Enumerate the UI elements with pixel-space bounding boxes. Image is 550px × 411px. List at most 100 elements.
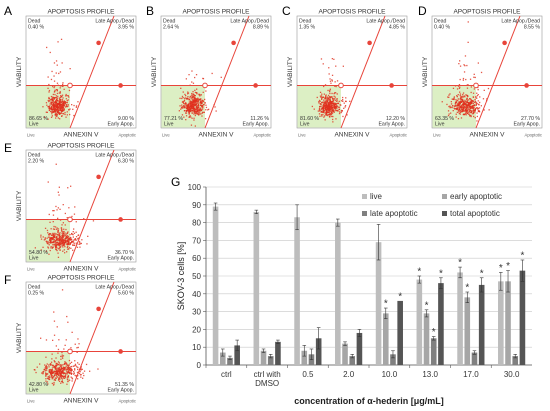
event-dot xyxy=(50,228,52,230)
event-dot xyxy=(189,107,191,109)
event-dot xyxy=(460,111,462,113)
event-dot xyxy=(191,109,193,111)
event-dot xyxy=(42,246,44,248)
event-dot xyxy=(59,87,61,89)
event-dot xyxy=(61,370,64,373)
event-dot xyxy=(329,108,331,110)
bar xyxy=(335,222,341,365)
event-dot xyxy=(55,163,57,165)
event-dot xyxy=(62,234,64,236)
event-dot xyxy=(194,110,196,112)
event-dot xyxy=(190,106,193,109)
event-dot xyxy=(54,107,56,109)
event-dot xyxy=(71,104,73,106)
event-dot xyxy=(68,239,70,241)
event-dot xyxy=(467,107,469,109)
panel-letter: C xyxy=(282,4,291,18)
event-dot xyxy=(337,106,339,108)
event-dot xyxy=(52,244,54,246)
event-dot xyxy=(63,348,65,350)
event-dot xyxy=(462,100,464,102)
event-dot xyxy=(466,100,468,103)
event-dot xyxy=(71,240,73,243)
quadrant-late-label: Late Apop./Dead xyxy=(230,19,269,25)
event-dot xyxy=(201,99,204,101)
event-dot xyxy=(62,246,64,248)
event-dot xyxy=(67,105,69,107)
event-dot xyxy=(333,98,335,100)
event-dot xyxy=(476,112,478,114)
event-dot xyxy=(70,247,72,249)
event-dot xyxy=(332,98,334,100)
event-dot xyxy=(56,373,58,375)
event-dot xyxy=(73,371,75,373)
event-dot xyxy=(46,363,48,365)
event-dot xyxy=(460,100,462,102)
event-dot xyxy=(63,109,65,112)
event-dot xyxy=(330,96,332,98)
event-dot xyxy=(64,368,66,370)
event-dot xyxy=(332,110,334,112)
event-dot xyxy=(188,110,190,112)
event-dot xyxy=(185,115,188,117)
event-dot xyxy=(69,242,72,244)
event-dot xyxy=(194,114,196,117)
event-dot xyxy=(194,125,196,127)
event-dot xyxy=(56,89,58,91)
event-dot xyxy=(59,232,61,234)
event-dot xyxy=(58,377,60,379)
event-dot xyxy=(62,107,64,109)
event-dot xyxy=(187,107,189,109)
bar xyxy=(275,341,281,365)
event-dot xyxy=(461,103,464,105)
event-dot xyxy=(53,311,55,313)
event-dot xyxy=(52,365,55,367)
event-dot xyxy=(456,95,458,97)
event-dot xyxy=(62,239,64,241)
event-dot xyxy=(66,383,68,385)
event-dot xyxy=(48,97,50,100)
event-dot xyxy=(77,101,79,103)
bar xyxy=(260,350,267,365)
event-dot xyxy=(191,81,193,83)
event-dot xyxy=(65,376,67,378)
event-dot xyxy=(54,109,56,111)
event-dot xyxy=(324,105,326,107)
event-dot xyxy=(478,110,480,113)
event-dot xyxy=(324,101,326,103)
event-dot xyxy=(472,100,474,102)
y-tick-label: 100 xyxy=(188,183,202,192)
event-dot xyxy=(55,377,57,380)
event-dot xyxy=(459,94,461,97)
event-dot xyxy=(201,102,203,104)
event-dot xyxy=(477,108,479,110)
event-dot xyxy=(452,110,454,112)
y-tick-label: 70 xyxy=(192,236,201,245)
event-dot xyxy=(61,104,63,106)
event-dot xyxy=(474,76,476,79)
event-dot xyxy=(184,97,186,99)
event-dot xyxy=(69,379,71,381)
event-dot xyxy=(341,110,343,113)
quadrant-live-label: Live xyxy=(300,122,310,128)
event-dot xyxy=(66,217,68,219)
event-dot xyxy=(334,85,336,87)
event-dot xyxy=(48,100,51,102)
event-dot xyxy=(61,239,63,241)
event-dot xyxy=(64,361,66,363)
event-dot xyxy=(322,111,324,114)
event-dot xyxy=(193,108,195,110)
event-dot xyxy=(449,107,451,109)
event-dot xyxy=(51,106,53,108)
event-dot xyxy=(329,101,331,103)
quadrant-live-label: Live xyxy=(29,122,39,128)
event-dot xyxy=(60,237,62,239)
event-dot xyxy=(54,378,56,381)
event-dot xyxy=(181,104,183,106)
event-dot xyxy=(55,108,57,111)
event-dot xyxy=(68,237,70,239)
event-dot xyxy=(330,101,332,103)
event-dot xyxy=(187,96,189,98)
event-dot xyxy=(462,79,464,81)
event-dot xyxy=(473,112,475,114)
